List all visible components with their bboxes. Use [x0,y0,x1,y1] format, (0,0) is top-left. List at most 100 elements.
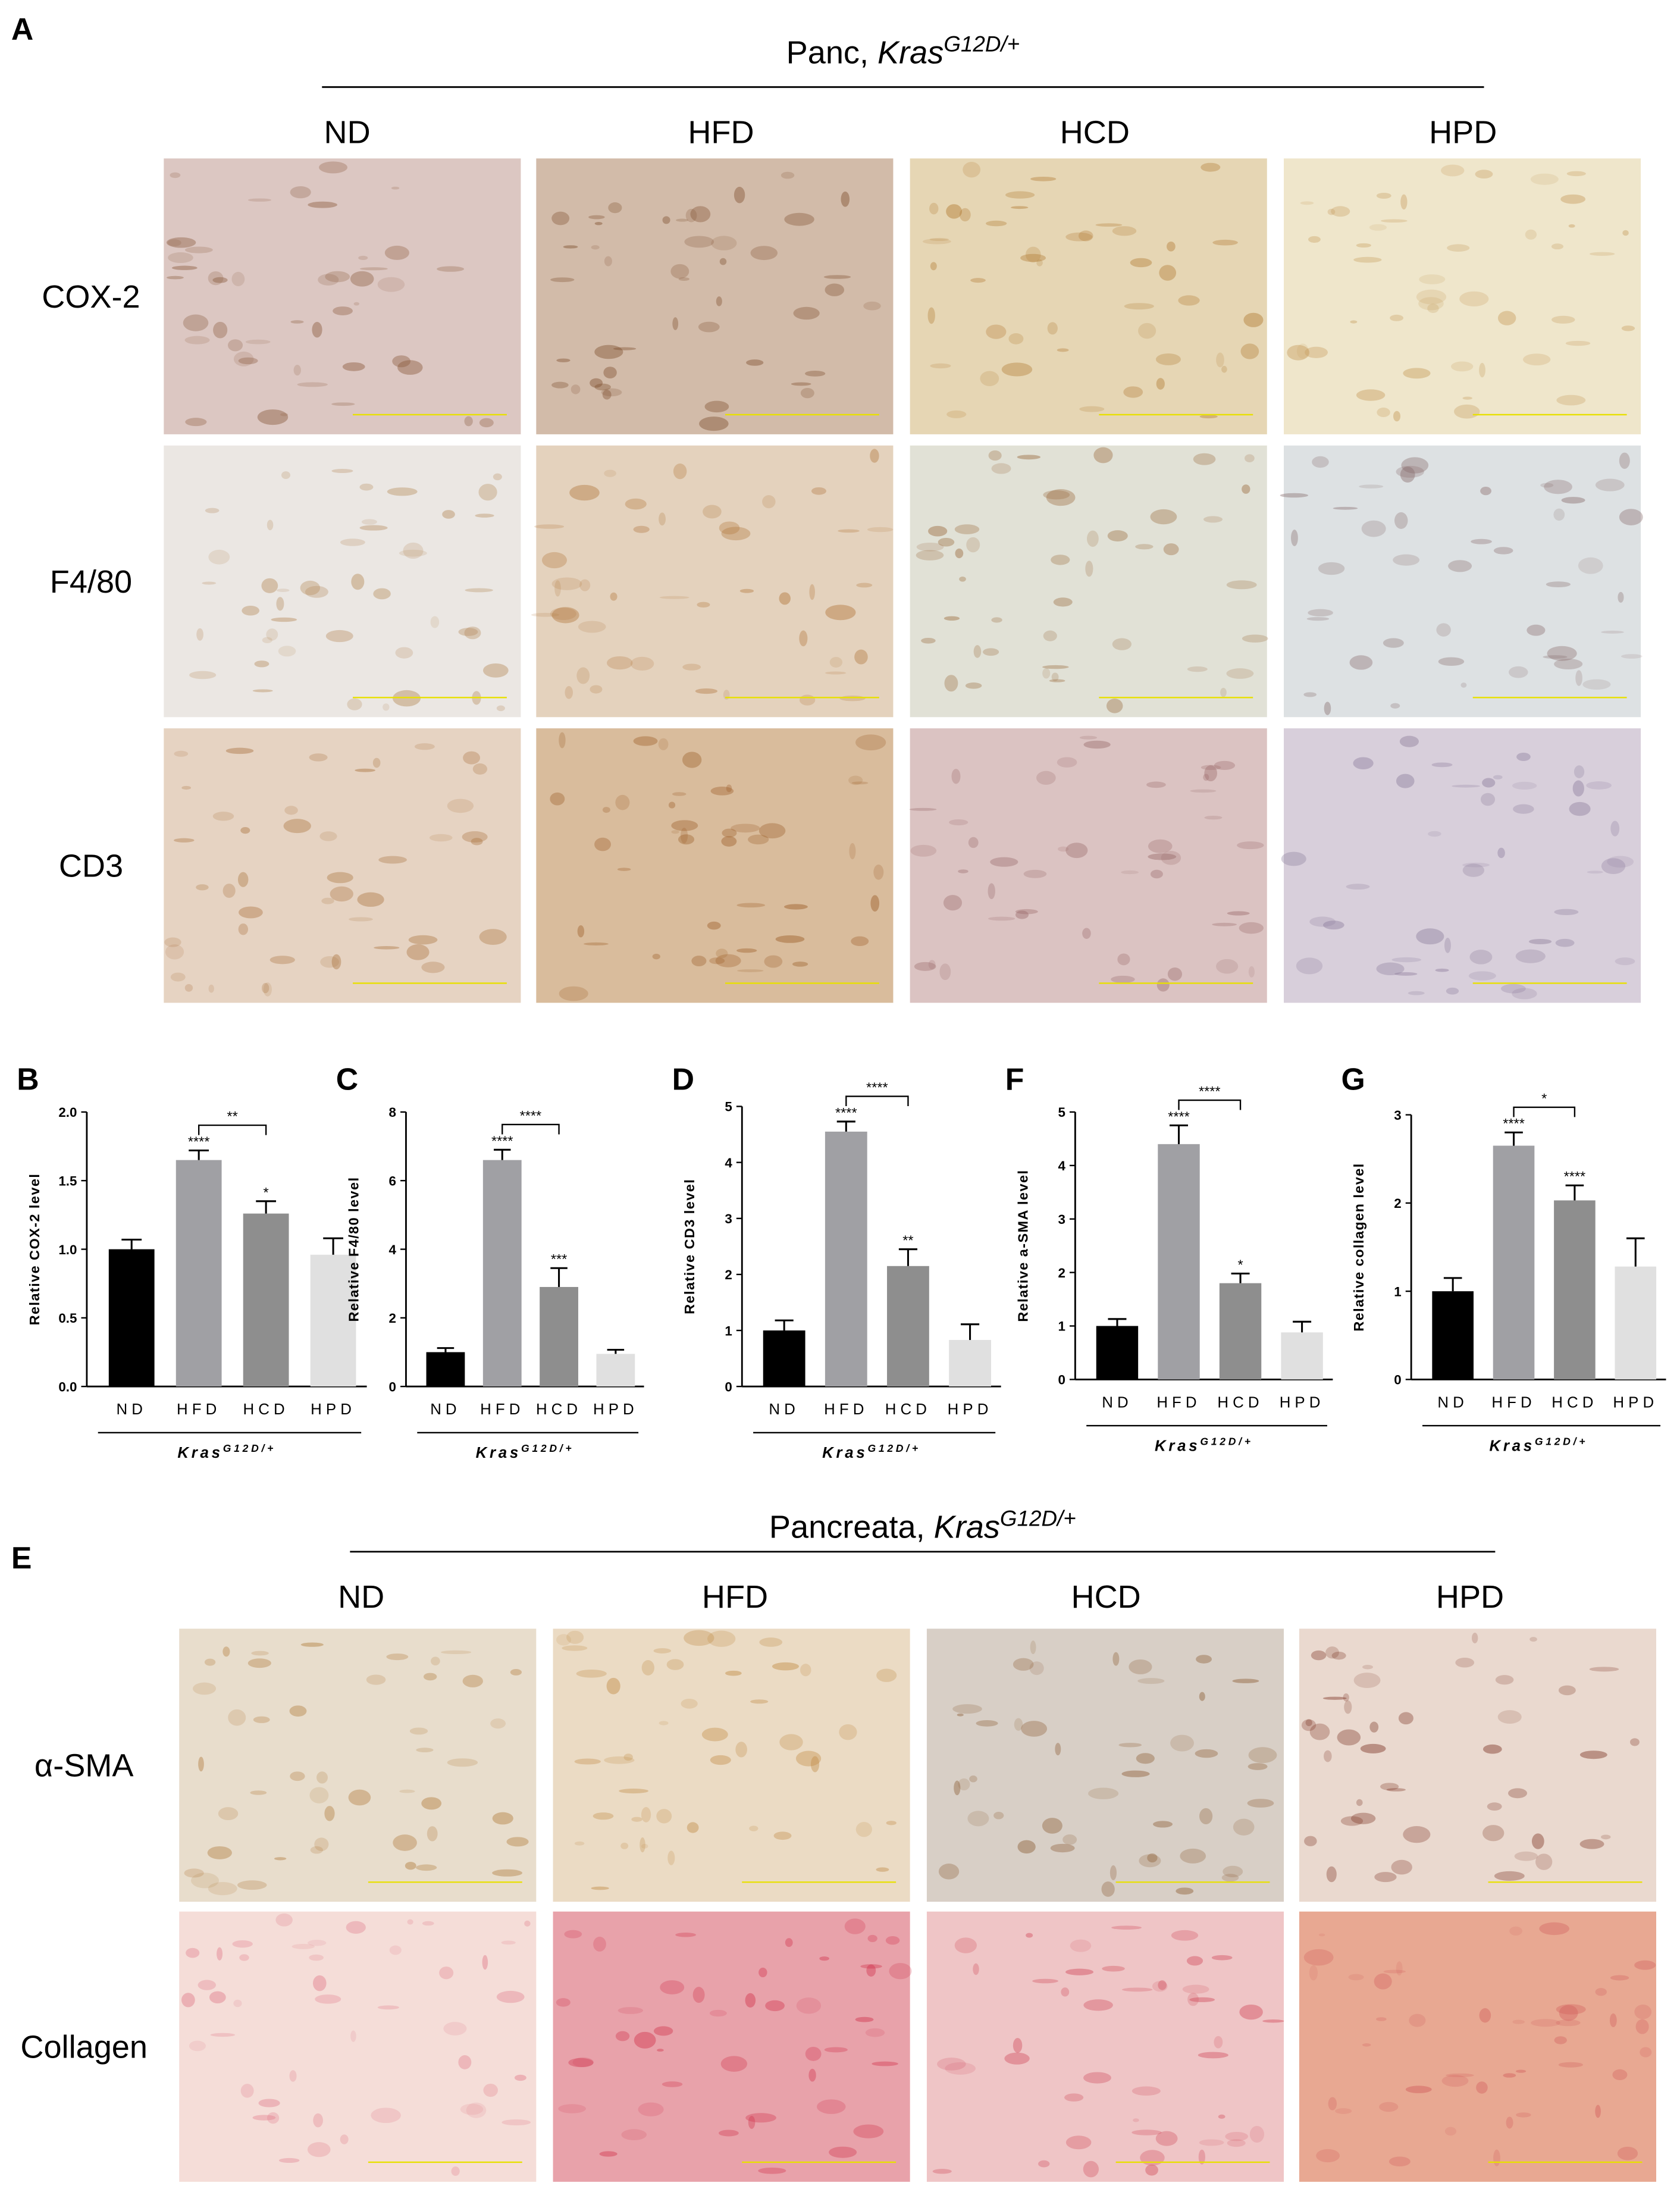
stain-spot [309,1787,329,1803]
stain-spot [276,597,284,611]
stain-spot [571,384,581,394]
stain-spot [423,1673,437,1681]
stain-spot [722,828,737,838]
stain-spot [531,613,560,617]
stain-spot [1595,478,1625,491]
stain-spot [1551,243,1563,250]
stain-spot [1020,253,1046,262]
stain-spot [867,527,894,533]
stain-spot [472,763,488,775]
stain-spot [1311,1650,1327,1661]
stain-spot [671,830,679,834]
stain-spot [854,649,868,665]
stain-spot [736,948,757,953]
bar [596,1354,635,1387]
stain-spot [421,962,445,973]
stain-spot [1189,1997,1215,2002]
stain-spot [685,208,697,223]
stain-spot [1452,784,1481,788]
stain-spot [633,525,650,533]
stain-spot [247,1658,271,1668]
stain-spot [1512,988,1537,1000]
stain-spot [358,255,368,261]
stain-spot [672,317,679,330]
stain-spot [959,208,971,222]
stain-spot [359,525,388,531]
stain-spot [958,1778,970,1790]
stain-spot [1356,1799,1363,1806]
stain-spot [785,1938,793,1947]
stain-spot [1312,456,1329,468]
stain-spot [1418,297,1444,311]
stain-spot [876,1867,889,1872]
x-tick-label: HPD [948,1401,993,1418]
stain-spot [353,302,360,306]
micrograph-tile [553,1629,910,1902]
stain-spot [372,757,381,768]
stain-spot [1195,1749,1218,1758]
stain-spot [1070,1939,1092,1952]
stain-spot [809,584,815,600]
stain-spot [758,823,786,839]
stain-spot [701,1727,728,1742]
stain-spot [1393,411,1401,422]
gene-name: Kras [822,1445,867,1461]
stain-spot [1124,303,1154,310]
stain-spot [1318,562,1345,575]
stain-spot [183,314,209,331]
stain-spot [958,869,968,873]
stain-spot [340,538,365,546]
stain-spot [810,1756,820,1773]
stain-spot [990,857,1018,867]
stain-spot [300,1642,324,1647]
stain-spot [233,1999,242,2008]
stain-spot [237,1880,267,1890]
micrograph-tile [536,445,894,718]
stain-spot [403,542,424,559]
stain-spot [594,221,603,226]
column-label: HPD [1436,1579,1504,1615]
stain-spot [238,357,258,365]
x-tick-label: ND [1437,1394,1468,1411]
stain-spot [1500,984,1526,994]
stain-spot [1198,2149,1205,2165]
y-tick-label: 5 [725,1100,732,1114]
bar [482,1160,522,1387]
stain-spot [1356,243,1371,248]
stain-spot [231,271,245,287]
stain-spot [1383,638,1404,648]
stain-spot [792,962,808,967]
stain-spot [1360,1743,1386,1753]
stain-spot [825,283,845,296]
stain-spot [1062,1834,1077,1845]
stain-spot [1331,1651,1346,1660]
stain-spot [386,1653,409,1661]
stain-spot [851,781,869,785]
stain-spot [319,161,347,174]
stain-spot [1049,679,1065,682]
stain-spot [1509,666,1528,678]
stain-spot [1167,967,1183,981]
stain-spot [1247,1799,1274,1808]
stain-spot [886,1821,897,1825]
stain-spot [1327,208,1336,215]
stain-spot [922,239,951,245]
stain-spot [1400,194,1408,210]
stain-spot [866,1964,876,1977]
stain-spot [524,1920,531,1927]
stain-spot [1136,1753,1155,1764]
stain-spot [1346,884,1370,890]
stain-spot [310,1846,324,1854]
stain-spot [653,2026,673,2036]
stain-spot [551,211,570,226]
stain-spot [1551,315,1575,324]
micrograph [164,445,521,718]
stain-spot [196,628,203,641]
label-prefix: Panc, [786,35,877,70]
stain-spot [839,696,866,702]
y-axis-label: Relative a-SMA level [1015,1170,1030,1322]
stain-spot [1233,1818,1255,1836]
stain-spot [946,204,963,219]
y-tick-label: 2 [725,1267,732,1282]
stain-spot [1618,591,1624,603]
